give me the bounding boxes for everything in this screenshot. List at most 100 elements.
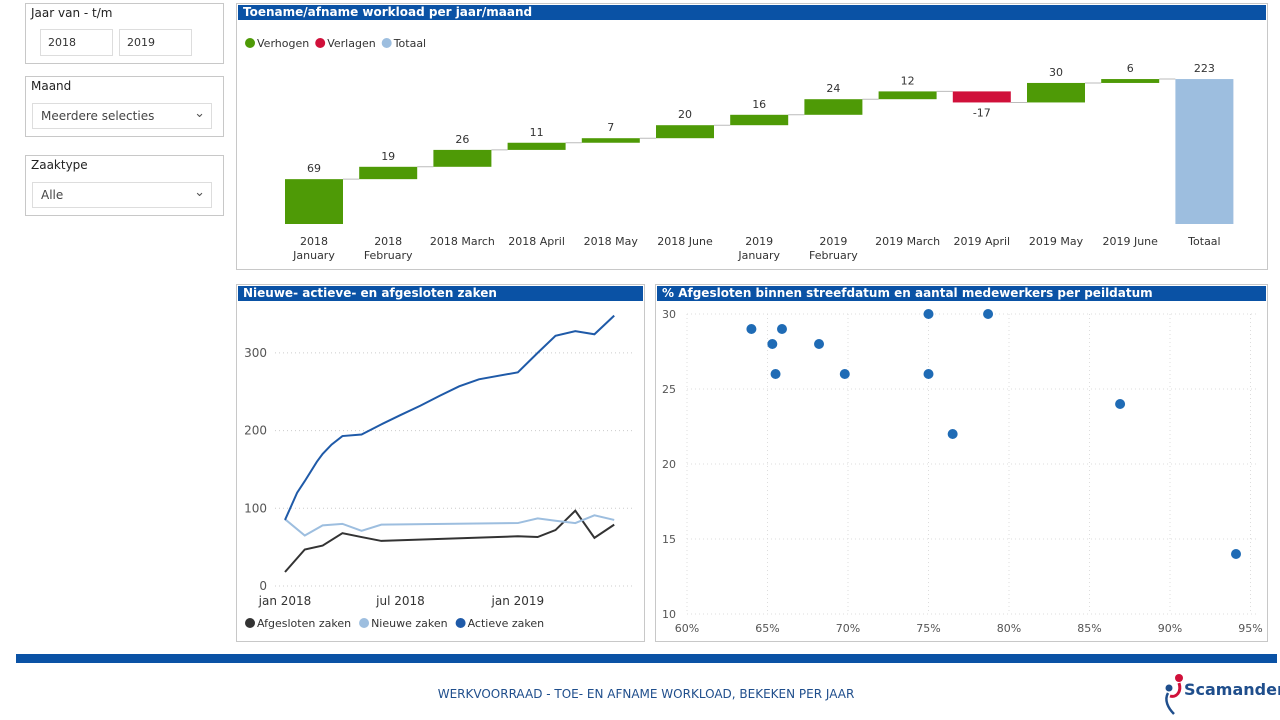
month-value: Meerdere selecties (41, 109, 155, 123)
year-slicer: Jaar van - t/m 2018 2019 (25, 3, 224, 64)
scatter-point (923, 369, 934, 379)
x-tick-label: 2018 June (657, 235, 713, 248)
data-label: 6 (1127, 62, 1134, 75)
scatter-point (839, 369, 850, 379)
legend-marker-verlagen (315, 38, 326, 48)
x-tick-label: 2018 May (584, 235, 639, 248)
legend-marker (245, 618, 255, 628)
footer-bar (16, 654, 1277, 663)
x-tick-label: 80% (997, 622, 1021, 635)
year-to-input[interactable]: 2019 (119, 29, 192, 56)
x-tick-label: 70% (836, 622, 860, 635)
x-tick-label: 2018 April (508, 235, 565, 248)
year-slicer-label: Jaar van - t/m (31, 6, 113, 20)
casetype-value: Alle (41, 188, 64, 202)
x-tick-label: 2019 June (1102, 235, 1158, 248)
waterfall-bar (1101, 79, 1160, 83)
data-label: 12 (901, 74, 915, 87)
x-tick-label: 2018 (300, 235, 328, 248)
data-label: 69 (307, 162, 321, 175)
y-tick-label: 25 (662, 383, 676, 396)
scatter-panel: % Afgesloten binnen streefdatum en aanta… (655, 284, 1268, 642)
waterfall-bar (433, 149, 492, 167)
data-label: 26 (455, 133, 469, 146)
scatter-chart: 10 15 20 25 30 60% 65% 70% 75% 80% 85% 90% 95% (662, 308, 1263, 635)
waterfall-bar (656, 125, 714, 139)
legend-label-totaal: Totaal (393, 37, 426, 50)
scatter-point (1115, 399, 1126, 409)
scatter-point (983, 309, 994, 319)
x-tick-label: 60% (675, 622, 699, 635)
month-dropdown[interactable]: Meerdere selecties ⌄ (32, 103, 212, 129)
waterfall-bar (730, 114, 789, 126)
x-tick-label: jan 2019 (491, 594, 545, 608)
x-tick-label: Totaal (1187, 235, 1220, 248)
x-tick-label: 2019 March (875, 235, 940, 248)
legend-marker (455, 618, 466, 628)
data-label: 30 (1049, 66, 1063, 79)
x-tick-label: jan 2018 (258, 594, 312, 608)
y-tick-label: 100 (244, 501, 267, 515)
month-slicer: Maand Meerdere selecties ⌄ (25, 76, 224, 137)
waterfall-bar (581, 138, 640, 143)
x-tick-label: 2019 (819, 235, 847, 248)
data-label: 7 (607, 121, 614, 134)
x-tick-label: February (364, 249, 413, 262)
legend-label-verlagen: Verlagen (327, 37, 376, 50)
scatter-point (767, 339, 778, 349)
chevron-down-icon: ⌄ (194, 106, 205, 121)
waterfall-bar (285, 179, 343, 224)
waterfall-bar (1027, 82, 1085, 103)
waterfall-bar (359, 166, 418, 180)
x-tick-label: February (809, 249, 858, 262)
data-label: 16 (752, 98, 766, 111)
legend-marker-verhogen (245, 38, 255, 48)
scatter-title: % Afgesloten binnen streefdatum en aanta… (657, 286, 1266, 301)
scatter-point (814, 339, 825, 349)
series-line-nieuwe-zaken (284, 514, 615, 537)
logo-text: Scamander (1184, 680, 1280, 699)
casetype-slicer-label: Zaaktype (31, 158, 88, 172)
data-label: 20 (678, 108, 692, 121)
y-tick-label: 30 (662, 308, 676, 321)
waterfall-bar (507, 142, 566, 150)
y-tick-label: 300 (244, 346, 267, 360)
scatter-point (947, 429, 958, 439)
waterfall-panel: Toename/afname workload per jaar/maand V… (236, 3, 1268, 270)
y-tick-label: 200 (244, 424, 267, 438)
x-tick-label: 90% (1158, 622, 1182, 635)
data-label: -17 (973, 106, 991, 119)
casetype-dropdown[interactable]: Alle ⌄ (32, 182, 212, 208)
scatter-point (1231, 549, 1242, 559)
footer-title: WERKVOORRAAD - TOE- EN AFNAME WORKLOAD, … (437, 687, 855, 701)
legend-label: Actieve zaken (468, 617, 545, 630)
line-chart: 0 100 200 300 jan 2018 jul 2018 jan 2019 Afgesl… (244, 314, 632, 630)
data-label: 11 (530, 126, 544, 139)
y-tick-label: 20 (662, 458, 676, 471)
data-label: 223 (1194, 62, 1215, 75)
waterfall-bar (952, 91, 1011, 103)
x-tick-label: 2019 (745, 235, 773, 248)
scatter-point (746, 324, 757, 334)
x-tick-label: January (292, 249, 335, 262)
legend-marker-totaal (381, 38, 392, 48)
month-slicer-label: Maand (31, 79, 72, 93)
x-tick-label: 2018 March (430, 235, 495, 248)
legend-label: Nieuwe zaken (371, 617, 448, 630)
data-label: 19 (381, 150, 395, 163)
line-title: Nieuwe- actieve- en afgesloten zaken (238, 286, 643, 301)
chevron-down-icon: ⌄ (194, 185, 205, 200)
y-tick-label: 10 (662, 608, 676, 621)
scatter-point (923, 309, 934, 319)
scatter-point (776, 324, 787, 334)
x-tick-label: 65% (755, 622, 779, 635)
logo-figure-icon (1165, 674, 1183, 715)
legend-label-verhogen: Verhogen (257, 37, 309, 50)
x-tick-label: 75% (916, 622, 940, 635)
waterfall-chart: Verhogen Verlagen Totaal692018January19201… (245, 37, 1234, 262)
waterfall-bar (878, 91, 937, 100)
x-tick-label: 2018 (374, 235, 402, 248)
year-from-input[interactable]: 2018 (40, 29, 113, 56)
series-line-afgesloten-zaken (284, 509, 615, 573)
series-line-actieve-zaken (284, 314, 615, 521)
